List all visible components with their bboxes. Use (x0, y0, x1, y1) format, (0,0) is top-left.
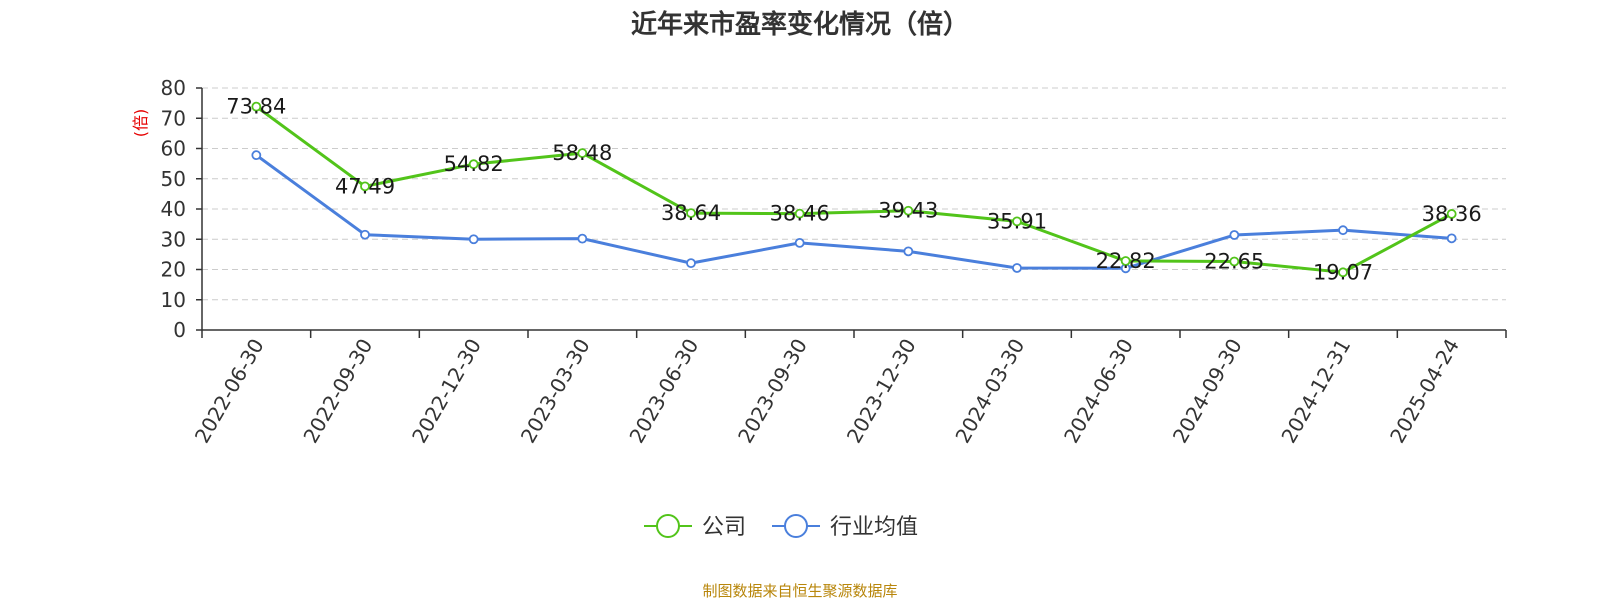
data-label: 39.43 (878, 199, 938, 223)
data-label: 54.82 (444, 152, 504, 176)
data-point (1229, 256, 1240, 267)
data-point (1338, 225, 1348, 236)
data-point (251, 150, 262, 161)
y-tick-label: 50 (161, 167, 186, 191)
x-tick-label: 2024-12-31 (1276, 335, 1355, 448)
data-label: 58.48 (552, 141, 612, 165)
x-tick-label: 2023-12-30 (842, 334, 921, 447)
data-label: 47.49 (335, 174, 395, 198)
legend-label: 行业均值 (830, 515, 918, 540)
data-point (794, 208, 805, 219)
data-point (794, 237, 805, 248)
data-point (468, 159, 479, 170)
data-point (903, 205, 914, 216)
data-point (1120, 256, 1131, 266)
y-tick-label: 80 (161, 76, 186, 100)
data-label: 22.82 (1096, 249, 1156, 273)
data-label: 38.46 (770, 202, 830, 226)
x-tick-label: 2024-06-30 (1059, 335, 1138, 448)
legend-layer: 公司 行业均值 (644, 514, 918, 540)
data-point (1012, 216, 1022, 227)
grid-layer (202, 87, 1506, 301)
series-layer (251, 101, 1457, 278)
y-tick-label: 30 (161, 227, 186, 251)
x-tick-label: 2024-03-30 (950, 335, 1029, 448)
data-point (1012, 263, 1022, 273)
data-point (1229, 230, 1240, 240)
data-point (360, 181, 370, 192)
y-tick-label: 60 (161, 137, 186, 161)
legend-marker (656, 514, 680, 538)
data-label: 22.65 (1204, 249, 1264, 273)
axis-layer: 0 10 20 30 40 50 60 70 80 (倍) 2022-06-30 2022-09-30… (131, 76, 1507, 448)
data-point (1446, 209, 1457, 219)
source-note: 制图数据来自恒生聚源数据库 (702, 582, 898, 600)
data-label: 35.91 (987, 209, 1047, 233)
x-tick-label: 2023-06-30 (624, 335, 703, 448)
x-tick-label: 2022-09-30 (298, 335, 377, 448)
legend-label: 公司 (702, 515, 746, 540)
x-tick-label: 2024-09-30 (1168, 335, 1247, 448)
y-axis-label: (倍) (131, 109, 150, 138)
y-tick-label: 10 (161, 288, 186, 312)
data-point (577, 233, 588, 244)
data-label: 38.36 (1422, 202, 1482, 226)
data-point (686, 258, 696, 269)
y-tick-label: 70 (161, 106, 186, 130)
data-point (1338, 267, 1348, 278)
data-point (686, 208, 696, 219)
y-tick-label: 0 (173, 318, 186, 342)
label-layer: 73.84 47.49 54.82 58.48 38.64 38.46 39.43 35.91… (226, 95, 1481, 285)
data-point (903, 246, 914, 257)
data-point (468, 234, 479, 245)
y-tick-label: 20 (161, 258, 186, 282)
data-label: 19.07 (1313, 260, 1373, 284)
data-point (1446, 233, 1457, 244)
x-tick-label: 2023-03-30 (516, 335, 595, 448)
data-label: 38.64 (661, 201, 721, 225)
x-tick-label: 2022-06-30 (190, 335, 269, 448)
x-tick-label: 2022-12-30 (407, 334, 486, 447)
data-point (360, 229, 370, 240)
data-point (577, 148, 588, 158)
x-tick-label: 2025-04-24 (1385, 335, 1464, 448)
data-label: 73.84 (226, 95, 286, 119)
series-line-industry (255, 153, 1452, 270)
x-tick-label: 2023-09-30 (733, 335, 812, 448)
series-line-company (255, 105, 1453, 274)
data-point (251, 101, 262, 112)
chart-title: 近年来市盈率变化情况（倍） (630, 10, 969, 40)
legend-marker (784, 514, 808, 538)
y-tick-label: 40 (161, 197, 186, 221)
